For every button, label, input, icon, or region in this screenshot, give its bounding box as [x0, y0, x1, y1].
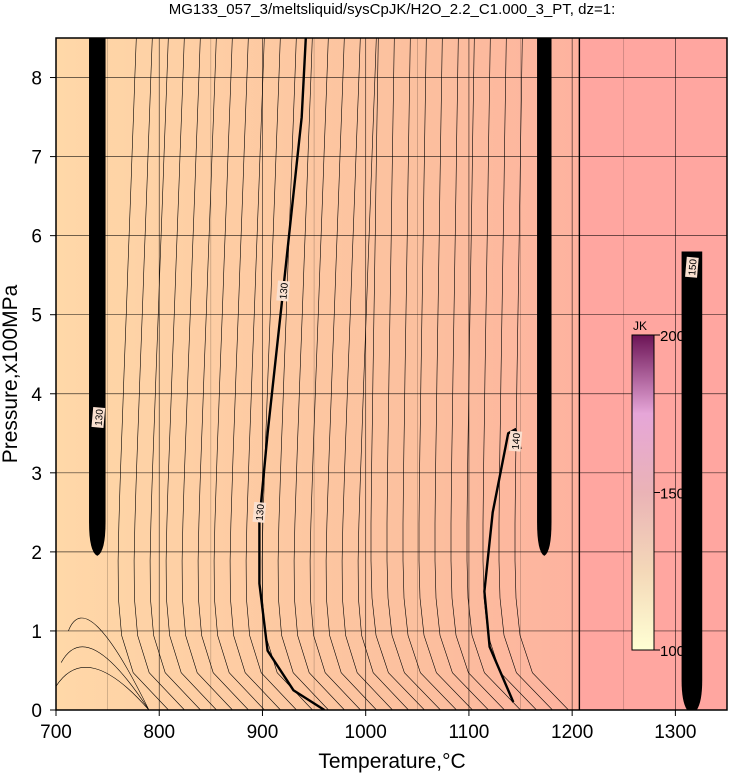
thin-contour: [386, 38, 441, 710]
plot-area: 130 130 140 130 150: [56, 38, 727, 710]
contour-label-group: 130: [276, 280, 291, 302]
thin-contour: [181, 38, 233, 710]
colorbar: JK 100 150 200: [631, 319, 685, 660]
thin-contour: [309, 38, 361, 710]
dense-contour-band: [681, 251, 703, 710]
contour-label: 140: [511, 432, 523, 450]
contour-label-bg: [276, 280, 290, 302]
y-axis-title: Pressure,x100MPa: [0, 284, 22, 463]
thin-contour: [56, 667, 150, 710]
thin-contour: [514, 38, 569, 710]
contour-label: 150: [687, 258, 699, 276]
thin-contour: [402, 38, 457, 710]
thin-contour: [341, 38, 393, 710]
y-tick-label: 5: [31, 306, 42, 327]
x-tick-label: 1200: [551, 722, 593, 743]
contour-label-bg: [91, 406, 106, 428]
contour-label: 130: [278, 282, 290, 300]
contour-label: 130: [255, 503, 267, 521]
thin-contour: [165, 38, 217, 710]
thin-contour: [60, 646, 150, 710]
plot-frame: [55, 37, 728, 711]
colorbar-fill: [631, 334, 655, 651]
thin-contour: [133, 38, 185, 710]
x-tick-label: 1000: [345, 722, 387, 743]
thin-contour: [418, 38, 473, 710]
thin-contour: [197, 38, 249, 710]
thin-contour: [498, 38, 553, 710]
thin-contour: [149, 38, 201, 710]
thin-contour: [68, 617, 150, 710]
x-tick-label: 900: [247, 722, 279, 743]
dense-contour-band: [537, 38, 552, 556]
thin-contour: [450, 38, 505, 710]
x-axis-title: Temperature,°C: [318, 750, 465, 773]
thin-contour: [370, 38, 425, 710]
thin-contour: [245, 38, 297, 710]
y-tick-label: 3: [31, 464, 42, 485]
grid-lines: [56, 38, 727, 710]
x-tick-label: 800: [143, 722, 175, 743]
thin-contour: [434, 38, 489, 710]
y-tick-label: 7: [31, 148, 42, 169]
thin-contour: [357, 38, 409, 710]
thin-contour: [117, 38, 169, 710]
contour-label-bg: [685, 256, 699, 278]
colorbar-tick-label: 200: [660, 328, 685, 345]
thin-contour: [277, 38, 329, 710]
contour-label-group: 140: [508, 430, 523, 452]
colorbar-unit: JK: [633, 319, 647, 333]
y-tick-label: 2: [31, 543, 42, 564]
x-tick-label: 700: [40, 722, 72, 743]
colorbar-ticks: 100 150 200: [654, 328, 685, 660]
chart-title: MG133_057_3/meltsliquid/sysCpJK/H2O_2.2_…: [169, 1, 616, 18]
contour-label-group: 130: [252, 501, 267, 523]
y-tick-label: 0: [31, 701, 42, 722]
thin-contour: [293, 38, 345, 710]
x-axis-ticks: 700 800 900 1000 1100 1200 1300: [40, 710, 697, 743]
thin-contour: [213, 38, 265, 710]
colorbar-tick-label: 100: [660, 643, 685, 660]
contour-label-group: 130: [91, 406, 106, 428]
contour-labels: 130 130 140 130 150: [91, 256, 700, 523]
contour-label: 130: [94, 408, 106, 426]
x-tick-label: 1100: [448, 722, 489, 743]
y-tick-label: 6: [31, 227, 42, 248]
dense-contour-band: [89, 38, 106, 556]
contour-label-bg: [252, 501, 267, 523]
bold-contour-140: [483, 428, 522, 703]
contour-label-bg: [508, 430, 523, 452]
y-tick-label: 1: [31, 622, 42, 643]
contour-label-group: 150: [685, 256, 700, 278]
y-axis-ticks: 0 1 2 3 4 5 6 7 8: [31, 69, 56, 722]
y-tick-label: 8: [31, 69, 42, 90]
x-tick-label: 1300: [654, 722, 696, 743]
thin-contour: [229, 38, 281, 710]
thin-contour: [325, 38, 377, 710]
y-tick-label: 4: [31, 385, 42, 406]
thin-contour-lines: [56, 38, 569, 710]
colorbar-tick-label: 150: [660, 486, 685, 503]
